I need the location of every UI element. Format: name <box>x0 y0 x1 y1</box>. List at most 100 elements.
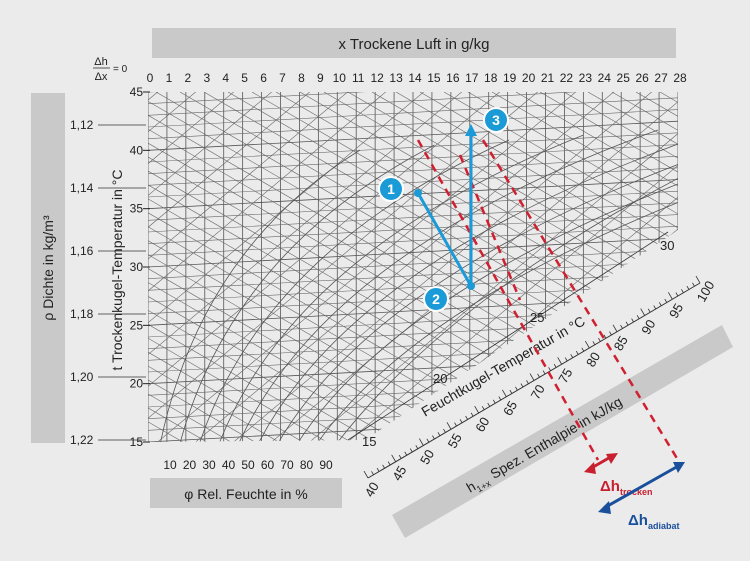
corner-denominator: Δx <box>95 71 108 83</box>
point-badge-2 <box>423 286 449 312</box>
enthalpy-tick-mark <box>675 292 679 297</box>
enthalpy-tick-mark <box>557 357 563 365</box>
enthalpy-tick-mark <box>692 282 695 287</box>
enthalpy-tick-label: 90 <box>638 317 658 337</box>
density-tick-label: 1,14 <box>70 181 94 195</box>
isotherm-line <box>148 237 678 268</box>
enthalpy-line <box>563 92 678 442</box>
projection-line <box>458 154 522 301</box>
enthalpy-tick-mark <box>625 321 629 326</box>
humidity-tick-label: 30 <box>202 458 216 472</box>
enthalpy-tick-label: 60 <box>472 414 492 434</box>
enthalpy-tick-label: 80 <box>583 349 603 369</box>
x-tick-label: 23 <box>579 71 593 85</box>
enthalpy-tick-mark <box>603 334 607 339</box>
delta-h-adiabat-head-left <box>598 501 611 514</box>
enthalpy-tick-mark <box>681 289 684 293</box>
x-tick-label: 14 <box>408 71 422 85</box>
enthalpy-tick-mark <box>564 357 568 362</box>
isotherm-line <box>148 144 678 174</box>
x-tick-label: 28 <box>673 71 687 85</box>
enthalpy-tick-label: 85 <box>611 333 631 353</box>
x-tick-label: 13 <box>389 71 403 85</box>
temperature-tick-label: 45 <box>130 85 144 99</box>
enthalpy-tick-mark <box>404 451 408 456</box>
corner-suffix: = 0 <box>113 64 128 75</box>
enthalpy-tick-mark <box>387 461 391 466</box>
enthalpy-line <box>148 92 321 442</box>
density-tick-label: 1,18 <box>70 307 94 321</box>
enthalpy-tick-mark <box>529 373 535 381</box>
corner-ratio-label: Δh Δx = 0 <box>93 56 128 83</box>
enthalpy-line <box>148 92 369 442</box>
x-tick-label: 1 <box>166 71 173 85</box>
x-tick-label: 16 <box>446 71 460 85</box>
temperature-tick-label: 25 <box>130 318 144 332</box>
delta-h-trocken-label: Δhtrocken <box>600 478 652 497</box>
enthalpy-line <box>148 92 513 442</box>
temperature-tick-labels: 15 20 25 30 35 40 45 <box>130 85 150 449</box>
enthalpy-tick-mark <box>509 389 513 394</box>
humidity-curve <box>198 139 510 442</box>
x-tick-label: 26 <box>635 71 649 85</box>
enthalpy-tick-mark <box>526 380 529 384</box>
arrowhead-3 <box>465 124 477 136</box>
point-badge-3 <box>483 107 509 133</box>
enthalpy-line <box>148 92 537 442</box>
enthalpy-tick-mark <box>686 285 690 290</box>
enthalpy-tick-mark <box>553 363 557 368</box>
humidity-tick-label: 20 <box>183 458 197 472</box>
humidity-tick-label: 70 <box>280 458 294 472</box>
enthalpy-tick-mark <box>487 402 491 407</box>
density-line <box>148 92 243 442</box>
x-tick-label: 2 <box>185 71 192 85</box>
humidity-curve <box>218 134 584 442</box>
enthalpy-line <box>179 92 678 442</box>
projection-line <box>416 139 600 461</box>
density-line <box>229 92 661 442</box>
wet-bulb-tick-label: 15 <box>362 434 376 449</box>
enthalpy-tick-mark <box>391 454 397 462</box>
density-line <box>148 92 433 442</box>
x-tick-label: 9 <box>317 71 324 85</box>
isotherm-line <box>148 120 678 151</box>
enthalpy-tick-mark <box>548 367 551 371</box>
enthalpy-line <box>148 92 273 442</box>
delta-h-adiabat-arrow <box>603 463 681 510</box>
enthalpy-label-band <box>392 325 733 538</box>
enthalpy-line <box>539 92 678 442</box>
enthalpy-tick-mark <box>575 350 579 355</box>
enthalpy-tick-mark <box>426 438 430 443</box>
enthalpy-line <box>203 92 678 442</box>
enthalpy-tick-mark <box>653 305 657 310</box>
enthalpy-tick-mark <box>454 422 457 427</box>
isotherm-line <box>148 132 678 163</box>
humidity-axis-label: φ Rel. Feuchte in % <box>184 486 307 502</box>
point-badge-1 <box>378 176 404 202</box>
x-tick-label: 10 <box>333 71 347 85</box>
density-tick-label: 1,20 <box>70 370 94 384</box>
delta-h-trocken-head-right <box>606 453 618 464</box>
enthalpy-tick-mark <box>570 354 574 358</box>
isotherm-line <box>148 179 678 210</box>
humidity-curve <box>257 124 678 442</box>
humidity-curve <box>179 144 435 442</box>
enthalpy-line <box>515 92 678 442</box>
x-tick-label: 7 <box>279 71 286 85</box>
x-tick-label: 4 <box>222 71 229 85</box>
delta-h-dimensions: Δhtrocken Δhadiabat <box>584 453 685 531</box>
isotherm-line <box>148 109 678 139</box>
x-tick-label: 22 <box>560 71 574 85</box>
enthalpy-tick-label: 50 <box>417 447 437 467</box>
density-line <box>148 92 395 442</box>
process-line-1-2 <box>416 192 473 287</box>
x-tick-label: 18 <box>484 71 498 85</box>
isotherm-line <box>148 260 678 291</box>
enthalpy-tick-label: 40 <box>362 479 382 499</box>
density-line <box>305 92 678 442</box>
x-axis-label-band <box>152 28 676 58</box>
enthalpy-projections <box>416 139 680 461</box>
enthalpy-line <box>251 92 678 442</box>
